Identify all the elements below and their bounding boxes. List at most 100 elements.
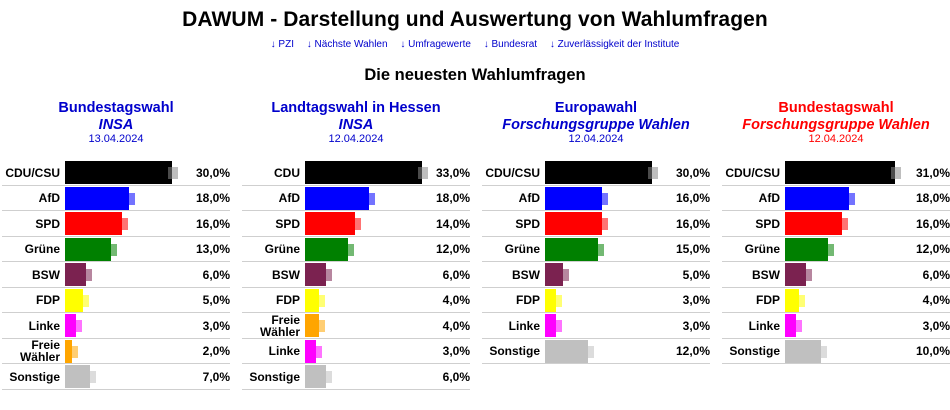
poll-row: FDP 5,0% [2,288,230,313]
error-margin-marker [344,243,354,256]
result-bar [545,186,602,210]
poll-row: BSW 5,0% [482,262,710,288]
result-bar [785,186,849,210]
poll-row: CDU/CSU 30,0% [2,160,230,186]
poll-row: CDU/CSU 31,0% [722,160,950,186]
party-label: Grüne [504,242,540,256]
poll-row: Linke 3,0% [722,313,950,339]
result-bar [65,186,129,210]
poll-election: Bundestagswahl [778,100,894,116]
page-title: DAWUM - Darstellung und Auswertung von W… [182,8,768,31]
result-value: 16,0% [675,191,710,205]
poll-row: SPD 16,0% [482,211,710,237]
result-bar [545,314,556,337]
poll-panel: Bundestagswahl INSA 13.04.2024 CDU/CSU 30,0%… [2,100,230,390]
error-margin-marker [118,218,128,230]
result-value: 4,0% [922,293,950,307]
result-value: 16,0% [675,216,710,231]
result-value: 30,0% [675,165,710,180]
party-label: Linke [748,318,780,333]
party-label: Sonstige [249,369,300,384]
poll-header[interactable]: Bundestagswahl INSA 13.04.2024 [2,100,230,145]
poll-row: BSW 6,0% [242,262,470,288]
result-bar [785,339,821,363]
poll-header[interactable]: Europawahl Forschungsgruppe Wahlen 12.04.2… [482,100,710,145]
result-value: 10,0% [915,344,950,358]
error-margin-marker [72,320,82,332]
poll-row: AfD 16,0% [482,186,710,211]
error-margin-marker [365,192,375,205]
error-margin-marker [584,345,594,358]
error-margin-marker [107,243,117,256]
poll-row: Linke 3,0% [482,313,710,339]
result-bar [545,263,563,286]
error-margin-marker [598,192,608,205]
result-value: 15,0% [675,242,710,256]
party-label: CDU [274,165,300,180]
poll-results: CDU/CSU 30,0% AfD 18,0% SPD 16,0% Grüne 13,0% BS… [2,160,230,390]
result-bar [65,263,86,286]
nav-link-pzi[interactable]: ↓ PZI [270,39,294,50]
poll-date: 12.04.2024 [568,133,624,145]
result-value: 3,0% [442,344,470,358]
nav-link-naechste-wahlen[interactable]: ↓ Nächste Wahlen [306,39,388,50]
result-value: 2,0% [202,344,230,358]
result-bar [545,212,602,235]
poll-row: SPD 16,0% [722,211,950,237]
error-margin-marker [891,167,901,179]
result-bar [545,288,556,312]
result-bar [305,186,369,210]
error-margin-marker [552,294,562,307]
result-bar [785,161,895,184]
result-bar [545,339,588,363]
poll-row: SPD 14,0% [242,211,470,237]
result-value: 4,0% [442,318,470,333]
poll-row: Linke 3,0% [2,313,230,339]
poll-institute: Forschungsgruppe Wahlen [742,117,930,133]
party-label: SPD [515,216,540,231]
poll-header[interactable]: Landtagswahl in Hessen INSA 12.04.2024 [242,100,470,145]
result-bar [785,237,828,261]
party-label: FDP [756,293,780,307]
result-bar [65,288,83,312]
error-margin-marker [82,269,92,281]
party-label: AfD [38,191,60,205]
poll-row: Sonstige 6,0% [242,364,470,390]
nav-link-umfragewerte[interactable]: ↓ Umfragewerte [400,39,471,50]
poll-header[interactable]: Bundestagswahl Forschungsgruppe Wahlen 12.… [722,100,950,145]
poll-date: 13.04.2024 [88,133,144,145]
poll-panel: Landtagswahl in Hessen INSA 12.04.2024 CDU 3… [242,100,470,390]
result-bar [65,365,90,388]
nav-link-bundesrat[interactable]: ↓ Bundesrat [483,39,538,50]
poll-row: Sonstige 10,0% [722,339,950,364]
result-bar [65,314,76,337]
error-margin-marker [845,192,855,205]
error-margin-marker [824,243,834,256]
error-margin-marker [125,192,135,205]
poll-election: Bundestagswahl [58,100,174,116]
party-label: BSW [32,267,60,282]
poll-row: Grüne 13,0% [2,237,230,262]
party-label: Freie Wähler [19,338,60,364]
poll-row: BSW 6,0% [722,262,950,288]
result-bar [65,212,122,235]
party-label: BSW [512,267,540,282]
poll-row: SPD 16,0% [2,211,230,237]
poll-panel: Europawahl Forschungsgruppe Wahlen 12.04.2… [482,100,710,364]
result-value: 12,0% [675,344,710,358]
poll-row: FDP 4,0% [242,288,470,313]
poll-row: Freie Wähler 4,0% [242,313,470,339]
result-value: 3,0% [202,318,230,333]
poll-results: CDU/CSU 31,0% AfD 18,0% SPD 16,0% Grüne 12,0% BS… [722,160,950,364]
party-label: BSW [752,267,780,282]
error-margin-marker [86,371,96,383]
result-bar [545,161,652,184]
result-bar [785,212,842,235]
error-margin-marker [552,320,562,332]
party-label: Sonstige [9,369,60,384]
poll-row: CDU/CSU 30,0% [482,160,710,186]
poll-institute: Forschungsgruppe Wahlen [502,117,690,133]
poll-row: AfD 18,0% [722,186,950,211]
section-title: Die neuesten Wahlumfragen [364,66,586,84]
nav-link-zuverlaessigkeit[interactable]: ↓ Zuverlässigkeit der Institute [549,39,680,50]
